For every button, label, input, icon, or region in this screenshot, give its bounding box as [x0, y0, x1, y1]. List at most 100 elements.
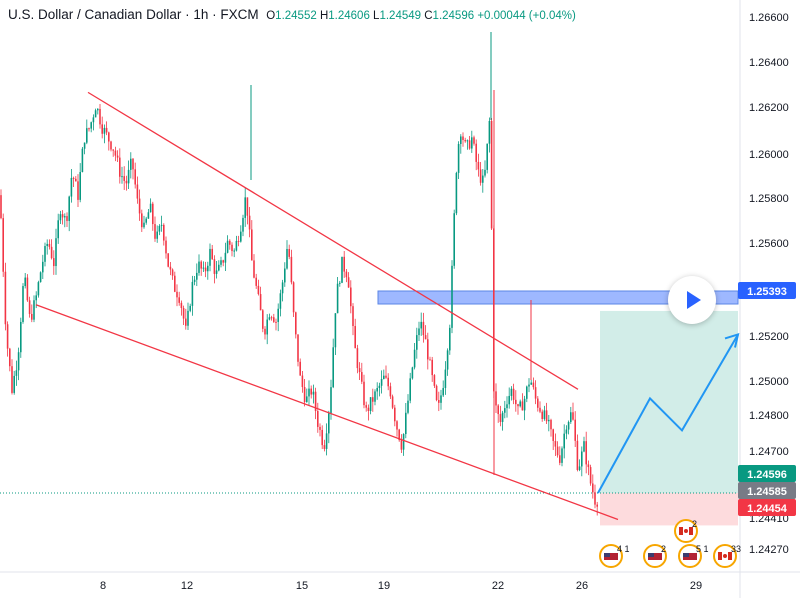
candle-body [59, 214, 62, 221]
candle-body [86, 128, 88, 143]
candle-body [182, 308, 185, 319]
y-tick-label: 1.25200 [749, 331, 789, 343]
candle-body [479, 169, 482, 183]
candle-body [94, 110, 97, 118]
price-label-box [738, 282, 796, 299]
candle-body [9, 348, 11, 367]
candle-body [50, 246, 53, 259]
candle-body [112, 149, 114, 151]
candle-body [484, 169, 486, 176]
candle-body [345, 271, 348, 278]
candle-body [552, 429, 554, 441]
candle-body [565, 429, 568, 434]
candle-body [407, 400, 409, 413]
candle-body [468, 140, 471, 149]
candle-body [435, 385, 438, 401]
candle-body [398, 429, 400, 441]
candle-body [556, 446, 559, 456]
candle-body [482, 175, 484, 183]
candle-body [130, 158, 132, 170]
candle-body [477, 161, 480, 170]
candle-body [114, 150, 117, 156]
candle-body [187, 310, 189, 326]
candle-body [363, 381, 365, 406]
candle-body [545, 410, 548, 422]
candle-body [116, 155, 119, 158]
candle-body [532, 382, 535, 388]
candle-body [211, 248, 213, 260]
candle-body [567, 422, 570, 430]
chart-header: U.S. Dollar / Canadian Dollar · 1h · FXC… [8, 7, 576, 22]
candle-body [127, 169, 130, 184]
candle-body [572, 412, 574, 420]
candle-body [169, 266, 172, 270]
open-value: 1.24552 [275, 10, 317, 22]
candle-body [444, 369, 447, 388]
play-button[interactable] [668, 276, 716, 324]
candle-body [163, 224, 165, 241]
candle-body [411, 367, 414, 379]
candle-body [185, 318, 187, 326]
y-tick-label: 1.25800 [749, 193, 789, 205]
candle-body [374, 391, 376, 402]
candle-body [464, 140, 466, 142]
candle-body [574, 419, 576, 441]
candle-body [268, 317, 271, 320]
low-value: 1.24549 [379, 10, 422, 22]
candle-body [453, 213, 455, 266]
candle-body [365, 405, 367, 408]
candle-body [141, 213, 143, 228]
candle-body [17, 352, 20, 371]
candle-body [372, 397, 374, 402]
candle-body [361, 372, 363, 382]
candle-body [325, 433, 328, 449]
candle-body [563, 433, 565, 449]
candle-body [299, 361, 301, 376]
candle-body [570, 412, 572, 423]
candle-body [253, 260, 255, 278]
low-label: L [373, 10, 380, 22]
candle-body [207, 265, 209, 272]
candle-body [165, 240, 167, 254]
x-tick-label: 19 [378, 580, 390, 592]
candle-body [539, 407, 541, 412]
candle-body [39, 272, 42, 283]
y-tick-label: 1.25600 [749, 238, 789, 250]
candle-body [209, 248, 211, 266]
ca-flag-leaf [723, 554, 727, 558]
ca-flag-bar [689, 527, 693, 535]
candle-body [427, 339, 429, 360]
candle-body [66, 216, 68, 221]
candle-body [526, 386, 528, 399]
candle-body [352, 306, 354, 327]
candle-body [108, 132, 110, 142]
candle-body [457, 144, 460, 173]
x-tick-label: 15 [296, 580, 308, 592]
candle-body [376, 388, 378, 392]
candle-body [332, 347, 334, 388]
event-badge-label: 33 [731, 544, 741, 554]
candle-body [75, 178, 77, 182]
candle-body [550, 419, 552, 430]
open-label: O [266, 10, 276, 22]
candle-body [81, 148, 84, 173]
candle-body [132, 158, 134, 170]
candle-body [473, 137, 475, 144]
us-flag-canton [683, 553, 689, 557]
candle-body [594, 492, 596, 505]
candle-body [204, 267, 207, 272]
y-tick-label: 1.26600 [749, 12, 789, 24]
event-badge-label: 2 [661, 544, 666, 554]
close-value: 1.24596 [432, 10, 475, 22]
candle-body [292, 282, 295, 313]
candle-body [191, 281, 194, 306]
candle-body [235, 240, 238, 251]
candle-body [420, 321, 422, 329]
candle-body [156, 231, 158, 239]
candle-body [248, 215, 251, 230]
candle-body [35, 295, 37, 301]
candle-body [55, 238, 57, 267]
candle-body [264, 328, 266, 335]
candle-body [88, 128, 90, 130]
